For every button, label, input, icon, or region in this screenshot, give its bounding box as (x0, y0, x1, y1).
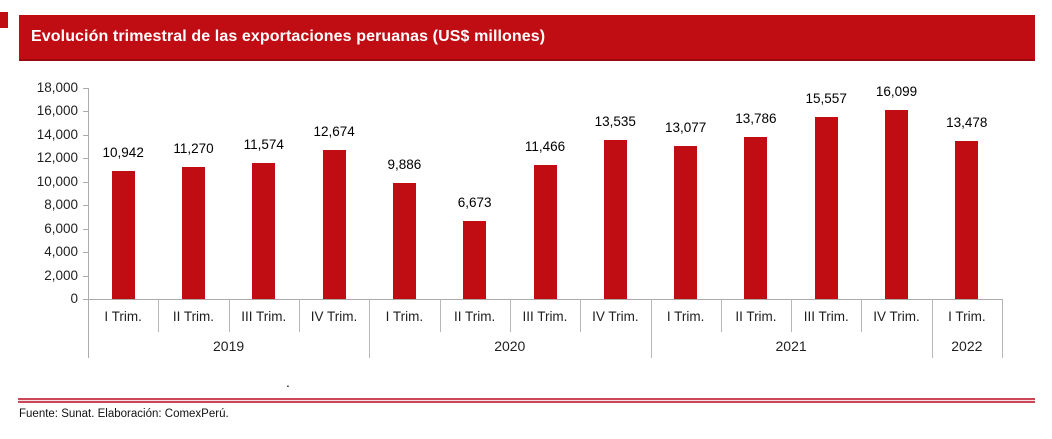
bar-value-label: 13,786 (735, 111, 777, 127)
y-axis-tick-mark (83, 88, 88, 89)
chart-title: Evolución trimestral de las exportacione… (31, 28, 546, 45)
bar-value-label: 11,270 (173, 140, 214, 156)
bar-value-label: 11,574 (243, 137, 284, 153)
y-axis-tick-mark (83, 252, 88, 254)
x-axis-quarter-label: I Trim. (666, 309, 705, 324)
y-axis-tick-mark (83, 205, 88, 207)
y-axis-tick-mark (83, 111, 88, 113)
bar (463, 220, 487, 299)
y-axis-tick-label: 10,000 (36, 173, 78, 189)
y-axis-line (88, 88, 89, 358)
bar-value-label: 15,557 (805, 90, 847, 106)
y-axis-tick-label: 18,000 (36, 80, 78, 95)
bar-value-label: 6,673 (457, 194, 492, 210)
y-axis-tick-mark (83, 181, 88, 183)
title-accent-square (0, 12, 8, 28)
x-axis-quarter-label: II Trim. (735, 309, 777, 324)
x-axis-quarter-label: III Trim. (803, 309, 849, 324)
quarter-separator-line (298, 299, 300, 332)
x-axis-year-label: 2020 (494, 338, 526, 354)
bar (252, 163, 276, 299)
x-axis-line (88, 299, 1002, 300)
x-axis-quarter-label: IV Trim. (592, 309, 639, 324)
x-axis-quarter-label: II Trim. (172, 309, 215, 324)
x-axis-quarter-label: III Trim. (241, 309, 287, 324)
quarter-separator-line (580, 299, 582, 332)
y-axis-tick-mark (83, 134, 88, 136)
bar-value-label: 16,099 (875, 84, 918, 100)
bar (885, 110, 908, 299)
y-axis-tick-mark (83, 275, 88, 277)
x-axis-quarter-label: IV Trim. (873, 309, 920, 324)
x-axis-quarter-label: IV Trim. (310, 309, 358, 324)
bar-value-label: 10,942 (102, 144, 144, 160)
quarter-separator-line (158, 299, 160, 332)
y-axis-tick-label: 8,000 (44, 197, 78, 213)
y-axis-tick-mark (83, 228, 88, 230)
y-axis-tick-label: 14,000 (36, 126, 78, 142)
bar (111, 170, 135, 299)
quarter-separator-line (791, 299, 793, 332)
y-axis-tick-label: 16,000 (36, 103, 78, 119)
bar-value-label: 13,535 (594, 114, 636, 130)
bar (814, 116, 838, 299)
bar-chart-area: 0 2,000 4,000 6,000 8,000 10,000 12,000 14,000 1… (36, 80, 1003, 358)
footer-divider-line (18, 398, 1035, 403)
y-axis-tick-label: 12,000 (36, 150, 78, 166)
quarter-separator-line (228, 299, 230, 332)
x-axis-year-label: 2021 (775, 338, 807, 354)
source-note: Fuente: Sunat. Elaboración: ComexPerú. (19, 408, 229, 420)
stray-period-text: . (286, 374, 290, 390)
y-axis-tick-label: 2,000 (44, 267, 78, 283)
bar (392, 183, 416, 299)
y-axis-tick-label: 4,000 (44, 244, 78, 260)
title-banner: Evolución trimestral de las exportacione… (19, 15, 1035, 61)
y-axis-tick-label: 0 (70, 291, 78, 306)
x-axis-quarter-label: I Trim. (385, 309, 424, 324)
x-axis-year-label: 2019 (213, 338, 245, 354)
year-separator-line (650, 299, 652, 358)
bar (955, 141, 979, 299)
quarter-separator-line (509, 299, 511, 332)
category-axis-right-boundary (1002, 299, 1003, 358)
x-axis-year-label: 2022 (951, 338, 983, 354)
y-axis-tick-mark (83, 299, 88, 300)
bar (322, 150, 346, 299)
bar-value-label: 12,674 (313, 124, 355, 140)
quarter-separator-line (861, 299, 863, 332)
bar-value-label: 11,466 (524, 138, 566, 154)
year-separator-line (369, 299, 371, 358)
bar (603, 140, 627, 299)
bar (533, 164, 557, 299)
bar (182, 166, 205, 299)
bar-value-label: 9,886 (387, 157, 422, 173)
year-separator-line (931, 299, 933, 358)
x-axis-quarter-label: II Trim. (454, 309, 496, 324)
bar (744, 137, 768, 299)
quarter-separator-line (439, 299, 441, 332)
y-axis-tick-label: 6,000 (44, 220, 78, 236)
bar-value-label: 13,077 (664, 119, 707, 135)
bar (674, 145, 698, 299)
x-axis-quarter-label: III Trim. (522, 309, 568, 324)
x-axis-quarter-label: I Trim. (948, 309, 986, 324)
bar-value-label: 13,478 (946, 115, 988, 130)
quarter-separator-line (720, 299, 722, 332)
x-axis-quarter-label: I Trim. (104, 309, 142, 324)
y-axis-tick-mark (83, 158, 88, 160)
